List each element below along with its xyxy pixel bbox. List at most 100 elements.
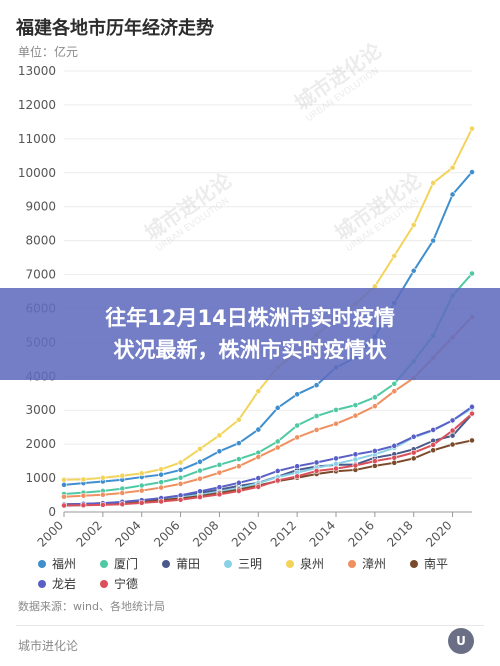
data-point [410,455,417,462]
y-tick-label: 13000 [18,64,56,78]
chart-title: 福建各地市历年经济走势 [16,18,214,39]
legend-item[interactable]: 厦门 [100,556,138,572]
data-point [352,412,359,419]
legend-item[interactable]: 泉州 [286,556,324,572]
data-point [274,477,281,484]
data-point [469,169,475,175]
headline-text: 往年12月14日株洲市实时疫情 状况最新，株洲市实时疫情状 [26,302,474,366]
x-tick-label: 2018 [384,518,415,549]
y-tick-label: 2000 [25,437,56,451]
legend-item[interactable]: 南平 [410,556,448,572]
y-tick-label: 7000 [25,268,56,282]
data-point [371,394,378,401]
data-point [197,475,203,482]
data-point [274,444,281,451]
y-tick-label: 3000 [25,403,56,417]
data-point [449,191,456,198]
data-point [469,403,475,410]
data-point [119,501,126,508]
data-point [430,441,437,448]
data-point [410,449,417,456]
data-point [391,388,398,395]
data-point [391,442,398,449]
data-point [216,491,223,498]
legend-item[interactable]: 三明 [224,556,262,572]
data-point [294,434,301,441]
data-point [216,469,223,476]
data-point [61,481,67,488]
data-point [99,501,106,508]
data-point [430,180,437,186]
data-point [430,237,437,244]
legend-marker-icon [162,559,170,568]
x-tick-label: 2012 [268,518,299,549]
data-point [352,456,359,463]
data-point [410,222,417,228]
data-point [235,416,242,423]
data-point [235,488,242,494]
data-point [177,474,184,481]
data-point [138,470,145,477]
footer-divider [16,625,484,626]
data-point [235,440,242,447]
legend-label: 厦门 [114,557,139,571]
data-point [61,502,67,509]
data-point [235,479,242,486]
data-point [352,462,359,469]
data-point [430,447,437,454]
data-point [158,484,165,491]
data-point [255,475,262,481]
data-source: 数据来源：wind、各地统计局 [18,600,166,613]
data-point [469,270,475,277]
x-tick-label: 2016 [345,518,376,549]
legend-item[interactable]: 漳州 [348,556,386,572]
data-point [158,471,165,478]
series-line [63,406,473,506]
legend-label: 莆田 [176,557,201,571]
data-point [371,462,378,469]
legend-item[interactable]: 福州 [38,556,76,572]
data-point [449,427,456,434]
legend-item[interactable]: 龙岩 [38,576,76,592]
data-point [158,479,165,486]
data-point [235,463,242,470]
data-point [294,473,301,480]
legend-marker-icon [100,559,108,568]
data-point [352,402,359,409]
data-point [80,502,87,509]
data-point [274,404,281,411]
data-point [255,483,262,490]
data-point [294,391,301,398]
legend-item[interactable]: 宁德 [100,576,138,592]
x-tick-label: 2002 [73,518,104,549]
data-point [333,455,339,462]
legend-marker-icon [100,579,108,588]
line-chart: 0100020003000400050006000700080009000100… [18,64,475,550]
y-tick-label: 9000 [25,200,56,214]
legend-label: 三明 [238,557,263,571]
headline-line-2: 状况最新，株洲市实时疫情状 [113,338,387,362]
legend-marker-icon [410,559,418,568]
legend-item[interactable]: 莆田 [162,556,200,572]
data-point [216,448,223,455]
series-line [63,171,473,486]
data-point [391,252,398,259]
data-point [61,476,67,483]
legend-marker-icon [224,559,232,568]
data-point [119,472,126,479]
data-point [410,433,417,440]
headline-line-1: 往年12月14日株洲市实时疫情 [105,306,395,330]
x-tick-label: 2006 [151,518,182,549]
data-point [80,492,87,499]
data-point [313,427,320,433]
data-point [333,420,339,427]
data-point [294,463,301,470]
data-point [352,451,359,458]
data-point [197,458,203,465]
data-point [391,454,398,461]
x-tick-label: 2008 [190,518,221,549]
unit-label: 单位：亿元 [18,45,79,59]
data-point [469,125,475,132]
data-point [391,459,398,466]
data-point [449,441,456,448]
